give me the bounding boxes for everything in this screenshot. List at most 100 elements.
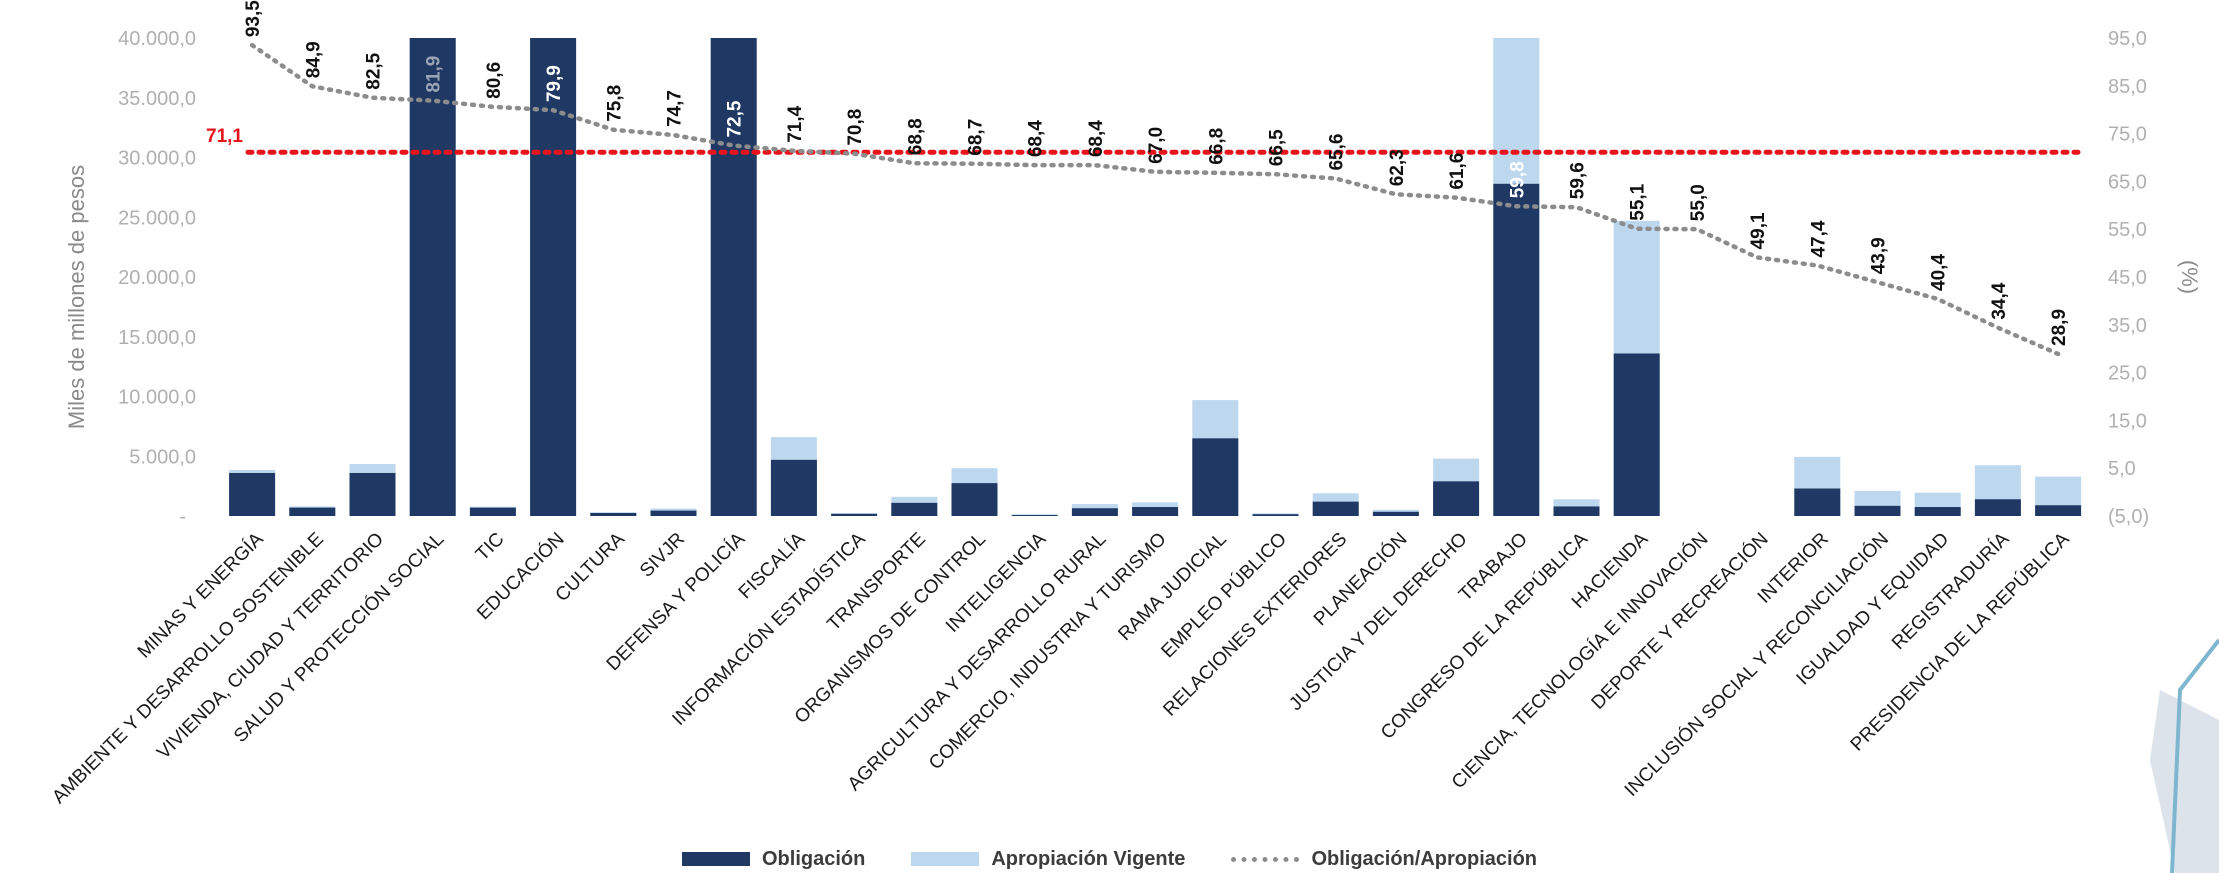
ratio-data-label: 81,9 <box>424 56 445 93</box>
bar-obligacion <box>1974 499 2021 516</box>
y-tick-label: 25.000,0 <box>118 207 196 229</box>
ratio-data-label: 62,3 <box>1387 149 1408 186</box>
y2-tick-label: 15,0 <box>2108 410 2147 432</box>
legend-item-obligacion: Obligación <box>681 847 866 871</box>
ratio-data-label: 75,8 <box>604 85 625 122</box>
bar-obligacion <box>1312 501 1359 516</box>
ratio-data-labels: 93,5 84,9 82,5 81,9 80,6 79,9 75,8 74,7 72,5 71,4… <box>243 0 2070 346</box>
reference-line-label: 71,1 <box>206 126 243 147</box>
y2-tick-label: 45,0 <box>2108 267 2147 289</box>
y-tick-label: 20.000,0 <box>118 267 196 289</box>
y2-tick-label: (5,0) <box>2108 506 2149 528</box>
y-tick-label: 35.000,0 <box>118 88 196 110</box>
bar-obligacion <box>1132 507 1179 516</box>
y-tick-label: 10.000,0 <box>118 387 196 409</box>
category-label: TIC <box>472 529 508 565</box>
category-label: RAMA JUDICIAL <box>1114 529 1230 645</box>
y-axis-ticks: 5.000,0 10.000,0 15.000,0 20.000,0 25.000,0 3… <box>118 28 196 528</box>
legend-item-apropiacion: Apropiación Vigente <box>911 848 1185 871</box>
bar-obligacion <box>590 513 637 516</box>
bar-obligacion <box>1011 515 1058 516</box>
bar-obligacion <box>2035 505 2082 516</box>
bar-obligacion <box>1613 353 1660 516</box>
y2-tick-label: 95,0 <box>2108 28 2147 50</box>
ratio-data-label: 82,5 <box>364 52 385 89</box>
legend-label-obligacion: Obligación <box>761 847 866 870</box>
ratio-data-label: 43,9 <box>1869 237 1890 274</box>
category-label: AMBIENTE Y DESARROLLO SOSTENIBLE <box>48 529 327 808</box>
ratio-data-label: 84,9 <box>303 41 324 78</box>
ratio-line <box>249 42 2061 357</box>
bar-obligacion <box>1854 505 1901 516</box>
y2-tick-label: 85,0 <box>2108 76 2147 98</box>
ratio-data-label: 55,1 <box>1628 183 1649 220</box>
ratio-data-label: 59,6 <box>1568 162 1589 199</box>
ratio-data-label: 49,1 <box>1748 212 1769 249</box>
bars <box>229 38 2082 517</box>
ratio-data-label: 68,4 <box>1086 120 1107 157</box>
category-label: PRESIDENCIA DE LA REPÚBLICA <box>1846 528 2074 756</box>
y-tick-label: 30.000,0 <box>118 148 196 170</box>
decor-shape <box>2150 690 2219 873</box>
bar-obligacion <box>229 472 276 516</box>
bar-obligacion <box>1071 508 1118 516</box>
ratio-data-label: 68,7 <box>966 119 987 156</box>
bar-obligacion <box>1192 438 1239 516</box>
bar-obligacion <box>710 38 757 516</box>
y2-tick-label: 35,0 <box>2108 315 2147 337</box>
y-tick-label: 15.000,0 <box>118 327 196 349</box>
y2-axis-ticks: (5,0) 5,0 15,0 25,0 35,0 45,0 55,0 65,0 75,0 85,0… <box>2108 28 2149 528</box>
ratio-data-label: 67,0 <box>1146 127 1167 164</box>
ratio-data-label: 59,8 <box>1507 161 1528 198</box>
ratio-data-label: 80,6 <box>484 62 505 99</box>
ratio-data-label: 55,0 <box>1688 184 1709 221</box>
y2-tick-label: 25,0 <box>2108 363 2147 385</box>
bar-obligacion <box>289 507 336 516</box>
ratio-data-label: 93,5 <box>243 0 264 37</box>
bar-obligacion <box>349 472 396 516</box>
bar-obligacion <box>1493 183 1540 517</box>
ratio-data-label: 79,9 <box>544 65 565 102</box>
category-label: REGISTRADURÍA <box>1888 528 2014 654</box>
bar-obligacion <box>469 507 516 516</box>
legend-swatch-ratio <box>1231 856 1300 862</box>
legend-label-ratio: Obligación/Apropiación <box>1311 847 1538 870</box>
legend-label-apropiacion: Apropiación Vigente <box>991 847 1186 870</box>
y2-tick-label: 65,0 <box>2108 171 2147 193</box>
ratio-data-label: 65,6 <box>1327 134 1348 171</box>
bar-obligacion <box>650 510 697 516</box>
bar-obligacion <box>1252 514 1299 516</box>
legend-swatch-obligacion <box>681 852 750 866</box>
ratio-data-label: 68,8 <box>905 118 926 155</box>
y-tick-label: 5.000,0 <box>129 446 196 468</box>
legend-swatch-apropiacion <box>911 852 980 866</box>
y2-tick-label: 75,0 <box>2108 124 2147 146</box>
y-tick-label: 40.000,0 <box>118 28 196 50</box>
category-label: VIVIENDA, CIUDAD Y TERRITORIO <box>153 529 388 764</box>
bar-obligacion <box>530 38 577 516</box>
legend: Obligación Apropiación Vigente Obligació… <box>0 848 2219 870</box>
ratio-line-group <box>249 42 2061 357</box>
bar-obligacion <box>1433 481 1480 516</box>
bar-obligacion <box>831 513 878 516</box>
bar-obligacion <box>1914 507 1961 516</box>
category-label: SIVJR <box>636 529 689 582</box>
decor-stroke <box>2170 638 2219 873</box>
y2-axis-title: (%) <box>2177 260 2202 294</box>
y2-tick-label: 55,0 <box>2108 219 2147 241</box>
ratio-data-label: 61,6 <box>1447 153 1468 190</box>
corner-decoration <box>2150 638 2219 873</box>
bar-obligacion <box>1794 488 1841 516</box>
y-tick-label: - <box>179 506 186 528</box>
bar-obligacion <box>1372 511 1419 516</box>
bar-obligacion <box>891 502 938 516</box>
ratio-data-label: 40,4 <box>1929 254 1950 291</box>
ratio-data-label: 66,5 <box>1267 129 1288 166</box>
bar-obligacion <box>1553 506 1600 516</box>
ratio-data-label: 66,8 <box>1206 128 1227 165</box>
bar-obligacion <box>409 38 456 516</box>
reference-line-group: 71,1 <box>206 126 2083 155</box>
ratio-data-label: 72,5 <box>725 100 746 137</box>
